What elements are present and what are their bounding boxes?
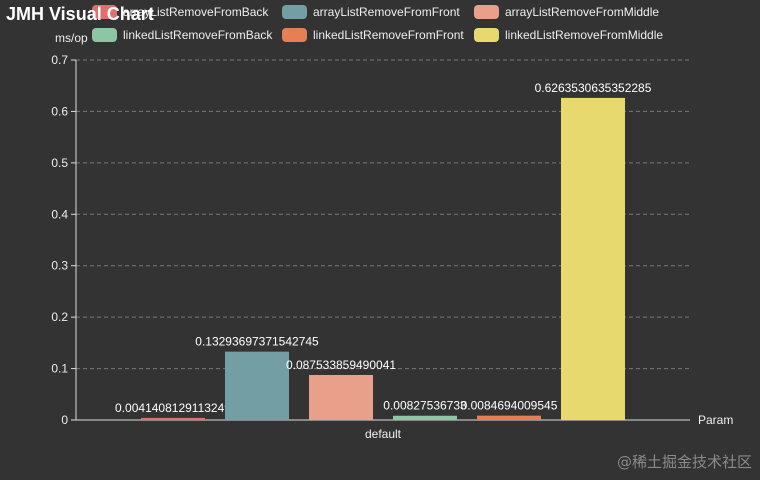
- y-tick-label: 0.2: [51, 310, 68, 324]
- y-axis-label: ms/op: [55, 31, 88, 45]
- y-tick-label: 0.7: [51, 53, 68, 67]
- bar-linkedListRemoveFromMiddle: [561, 97, 625, 421]
- data-label: 0.6263530635352285: [535, 81, 652, 95]
- data-label: 0.087533859490041: [286, 358, 396, 372]
- watermark: @稀土掘金技术社区: [616, 453, 752, 471]
- y-tick-label: 0.6: [51, 104, 68, 118]
- x-tick-label: default: [365, 427, 402, 441]
- bar-linkedListRemoveFromBack: [393, 415, 457, 420]
- data-label: 0.0084694009545: [461, 399, 558, 413]
- y-tick-label: 0.5: [51, 156, 68, 170]
- chart-title: JMH Visual Chart: [6, 4, 154, 24]
- legend-swatch: [474, 5, 499, 19]
- legend-label: arrayListRemoveFromFront: [313, 5, 460, 19]
- bar-arrayListRemoveFromBack: [141, 417, 205, 420]
- legend-swatch: [92, 5, 117, 19]
- legend-swatch: [474, 28, 499, 42]
- legend-swatch: [282, 28, 307, 42]
- bar-arrayListRemoveFromFront: [225, 351, 289, 420]
- data-label: 0.13293697371542745: [195, 335, 319, 349]
- legend-label: arrayListRemoveFromBack: [123, 5, 269, 19]
- legend-swatch: [282, 5, 307, 19]
- data-label: 0.0041408129113249: [115, 401, 231, 415]
- legend-label: linkedListRemoveFromFront: [313, 28, 464, 42]
- y-tick-label: 0: [61, 413, 68, 427]
- legend-label: linkedListRemoveFromBack: [123, 28, 273, 42]
- y-tick-label: 0.1: [51, 362, 68, 376]
- bar-arrayListRemoveFromMiddle: [309, 374, 373, 420]
- y-tick-label: 0.4: [51, 207, 68, 221]
- x-axis-label: Param: [698, 413, 733, 427]
- y-tick-label: 0.3: [51, 259, 68, 273]
- bar-linkedListRemoveFromFront: [477, 415, 541, 420]
- data-label: 0.00827536733: [383, 399, 467, 413]
- legend-swatch: [92, 28, 117, 42]
- legend-label: arrayListRemoveFromMiddle: [505, 5, 659, 19]
- legend-label: linkedListRemoveFromMiddle: [505, 28, 663, 42]
